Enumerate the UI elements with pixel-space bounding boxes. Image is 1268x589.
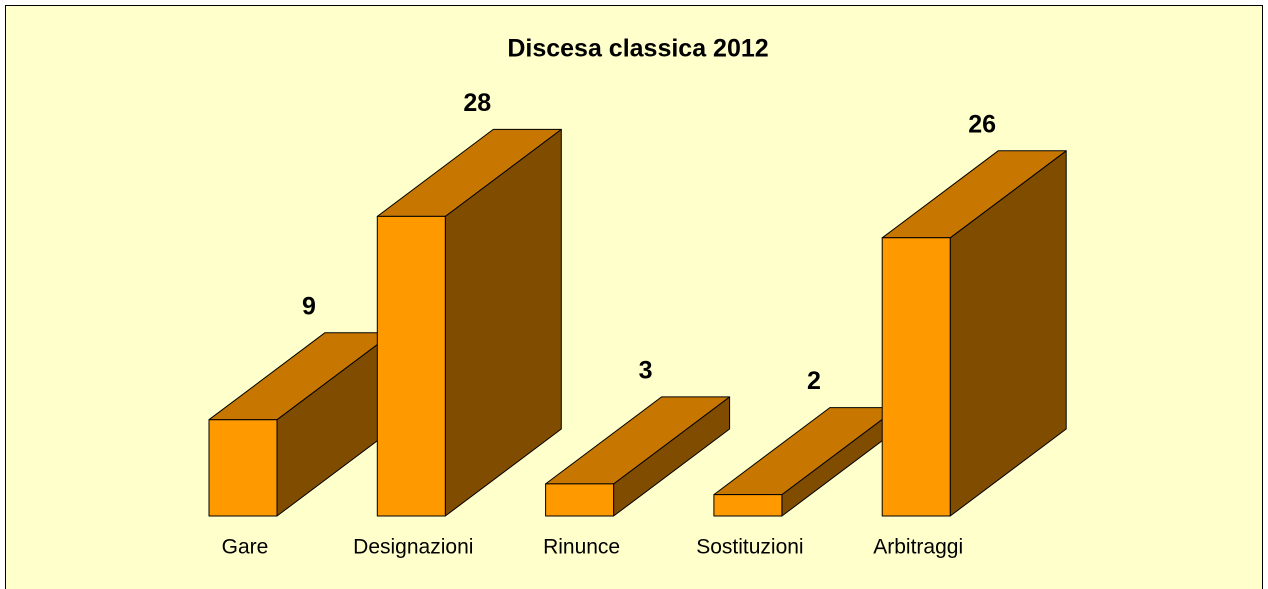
- x-tick-label: Rinunce: [543, 536, 620, 559]
- value-label: 26: [968, 110, 996, 138]
- bar: [208, 332, 394, 517]
- value-label: 28: [463, 89, 491, 117]
- x-tick-label: Sostituzioni: [696, 536, 803, 559]
- value-label: 2: [807, 367, 821, 395]
- value-label: 3: [639, 357, 653, 385]
- bar-front: [376, 215, 446, 517]
- bar-front: [881, 237, 951, 517]
- bar-front: [713, 494, 783, 517]
- x-tick-label: Designazioni: [353, 536, 473, 559]
- bar: [881, 150, 1067, 517]
- chart-title: Discesa classica 2012: [507, 35, 768, 63]
- x-tick-label: Gare: [222, 536, 269, 559]
- bar: [376, 128, 562, 517]
- plot-background: [5, 5, 1263, 589]
- value-label: 9: [302, 292, 316, 320]
- bar: [713, 407, 899, 517]
- bar-front: [545, 483, 615, 517]
- bar-front: [208, 419, 278, 517]
- x-tick-label: Arbitraggi: [873, 536, 963, 559]
- bar: [545, 396, 731, 517]
